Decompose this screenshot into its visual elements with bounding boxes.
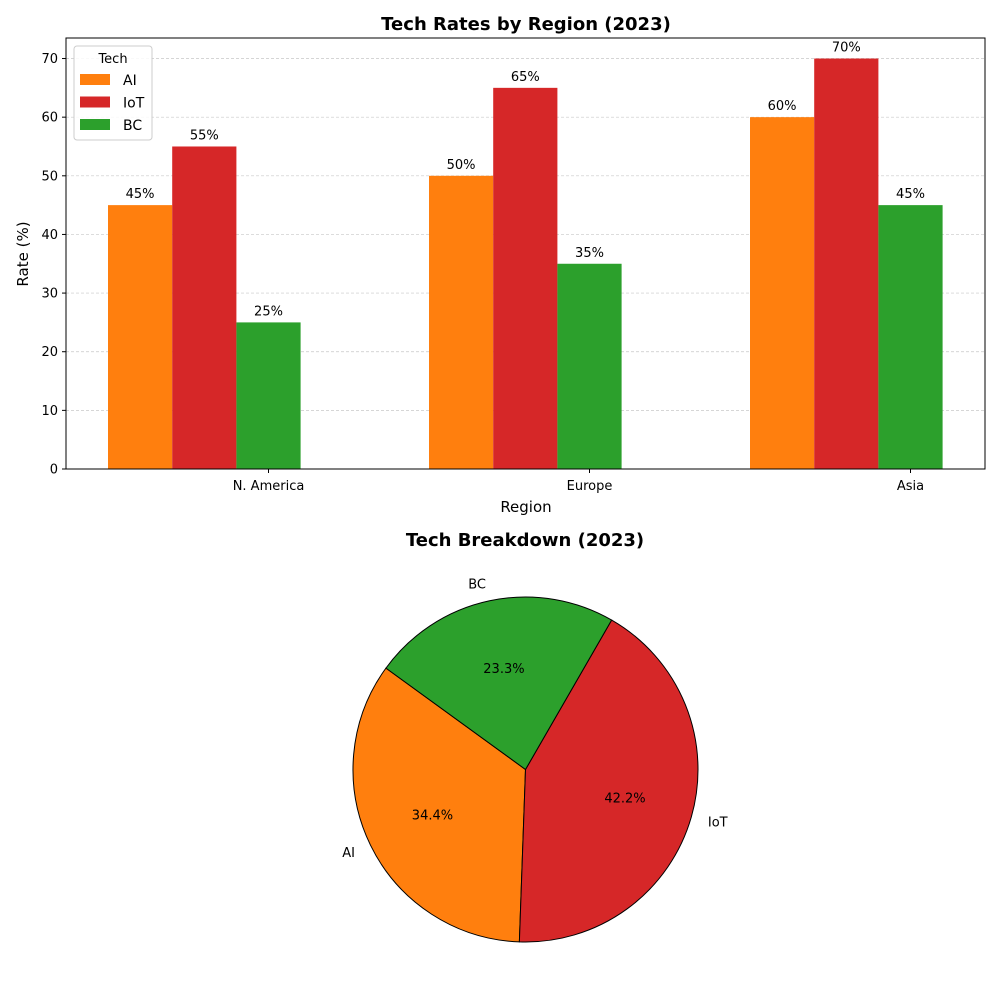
legend: Tech AI IoT BC: [73, 45, 153, 141]
pie-slice-ai: [352, 667, 527, 943]
pie-category-label: AI: [342, 846, 355, 861]
legend-label-ai: AI: [123, 73, 137, 89]
bar-value-label: 45%: [126, 187, 155, 202]
y-axis-ticks: 0 10 20 30 40 50 60 70: [41, 52, 66, 478]
legend-swatch-ai: [80, 74, 110, 85]
legend-label-bc: BC: [123, 118, 142, 134]
bar-value-label: 60%: [768, 99, 797, 114]
bar-bc-2: [878, 205, 943, 470]
y-tick-label: 40: [41, 228, 58, 243]
y-tick-label: 70: [41, 52, 58, 67]
bar-ai-2: [750, 117, 815, 469]
y-tick-label: 0: [50, 463, 58, 478]
x-tick-label: Europe: [567, 479, 613, 494]
y-tick-label: 10: [41, 404, 58, 419]
y-axis-label: Rate (%): [14, 221, 32, 286]
pie-slices: [352, 596, 699, 943]
bar-data-labels: 45% 55% 25% 50% 65% 35% 60% 70% 45%: [126, 41, 925, 320]
pie-category-label: IoT: [708, 815, 728, 830]
legend-swatch-bc: [80, 119, 110, 130]
y-tick-label: 60: [41, 111, 58, 126]
bar-bc-1: [557, 263, 622, 469]
bar-iot-1: [493, 87, 558, 469]
bar-chart-title: Tech Rates by Region (2023): [381, 14, 671, 35]
legend-title: Tech: [97, 52, 127, 67]
bar-value-label: 70%: [832, 41, 861, 56]
legend-box: [73, 45, 153, 141]
legend-items: AI IoT BC: [80, 73, 145, 134]
pie-slice-bc: [385, 596, 613, 771]
x-axis-ticks: N. America Europe Asia: [233, 469, 924, 494]
legend-swatch-iot: [80, 96, 110, 108]
pie-pct-label: 34.4%: [412, 808, 453, 823]
pie-chart: Tech Breakdown (2023) 34.4% AI 42.2% IoT 23.…: [342, 530, 728, 943]
x-tick-label: N. America: [233, 479, 305, 494]
bar-value-label: 50%: [447, 158, 476, 173]
pie-chart-title: Tech Breakdown (2023): [406, 530, 644, 551]
bar-plot-frame: [65, 37, 986, 470]
bar-iot-2: [814, 58, 879, 470]
pie-pct-label: 23.3%: [483, 662, 524, 677]
bar-series: [108, 58, 943, 470]
bar-ai-0: [108, 205, 173, 470]
x-axis-label: Region: [500, 498, 551, 516]
bar-iot-0: [172, 146, 237, 470]
bar-bc-0: [236, 322, 301, 469]
y-tick-label: 50: [41, 169, 58, 184]
bar-value-label: 65%: [511, 70, 540, 85]
y-tick-label: 20: [41, 345, 58, 360]
bar-value-label: 25%: [254, 304, 283, 319]
y-tick-label: 30: [41, 287, 58, 302]
bar-value-label: 45%: [896, 187, 925, 202]
bar-ai-1: [429, 175, 494, 469]
pie-labels: 34.4% AI 42.2% IoT 23.3% BC: [342, 577, 727, 861]
bar-chart: Tech Rates by Region (2023) 45% 55% 25% 50%…: [14, 14, 986, 516]
bar-value-label: 35%: [575, 246, 604, 261]
pie-pct-label: 42.2%: [604, 792, 645, 807]
pie-category-label: BC: [468, 577, 486, 592]
pie-slice-iot: [518, 619, 699, 943]
x-tick-label: Asia: [897, 479, 924, 494]
bar-value-label: 55%: [190, 128, 219, 143]
legend-label-iot: IoT: [123, 96, 145, 112]
